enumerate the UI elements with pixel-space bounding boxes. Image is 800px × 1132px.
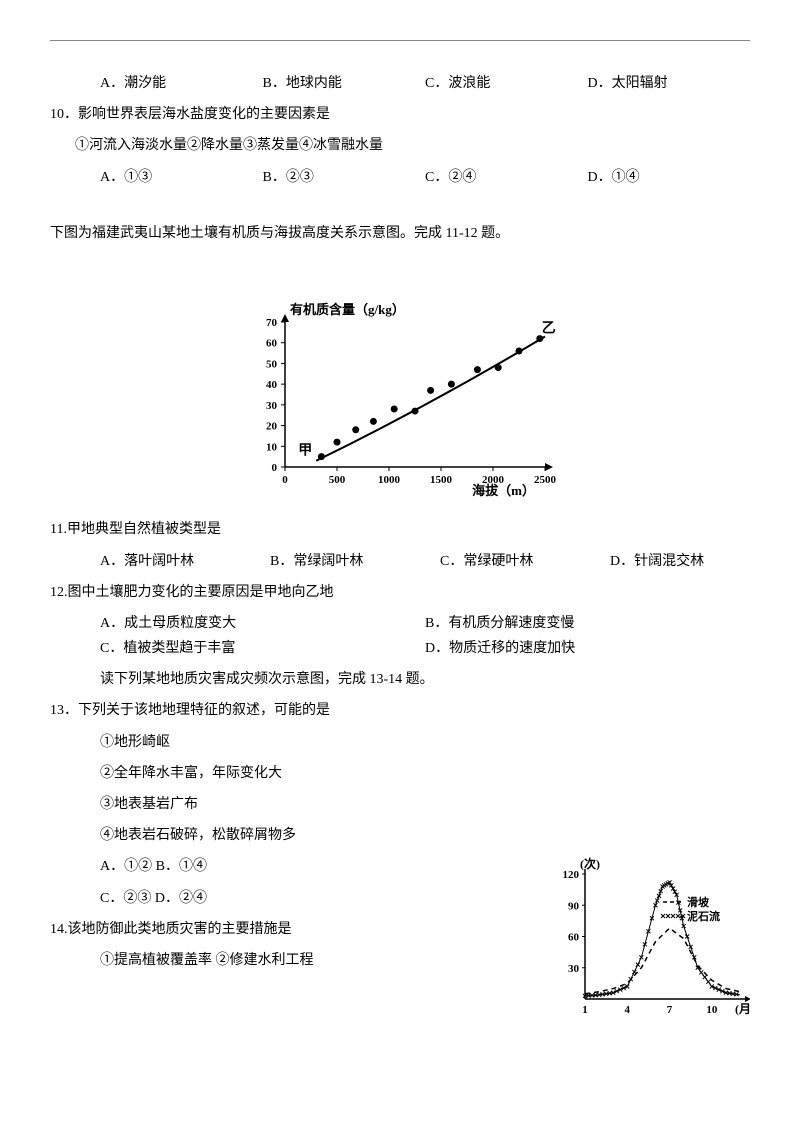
q11-opt-c: C．常绿硬叶林 xyxy=(440,549,580,574)
q10-options: A．①③ B．②③ C．②④ D．①④ xyxy=(100,165,750,190)
chart-organic-elevation: 05001000150020002500010203040506070有机质含量… xyxy=(50,297,750,497)
q9-opt-d: D．太阳辐射 xyxy=(588,71,751,96)
q12-row1: A．成土母质粒度变大 B．有机质分解速度变慢 xyxy=(100,611,750,636)
svg-text:泥石流: 泥石流 xyxy=(687,909,720,923)
passage-13-14: 读下列某地地质灾害成灾频次示意图，完成 13-14 题。 xyxy=(100,667,750,692)
q11-stem: 11.甲地典型自然植被类型是 xyxy=(50,517,750,542)
svg-text:有机质含量（g/kg）: 有机质含量（g/kg） xyxy=(290,302,405,317)
q13-item3: ③地表基岩广布 xyxy=(100,792,750,817)
svg-text:10: 10 xyxy=(706,1004,718,1016)
q12-stem: 12.图中土壤肥力变化的主要原因是甲地向乙地 xyxy=(50,580,750,605)
q9-opt-c: C．波浪能 xyxy=(425,71,588,96)
svg-text:乙: 乙 xyxy=(542,321,556,337)
q11-opt-b: B．常绿阔叶林 xyxy=(270,549,410,574)
svg-text:滑坡: 滑坡 xyxy=(687,895,710,909)
svg-text:30: 30 xyxy=(266,400,278,412)
svg-text:60: 60 xyxy=(568,932,580,944)
svg-text:甲: 甲 xyxy=(298,443,312,459)
chart1-svg: 05001000150020002500010203040506070有机质含量… xyxy=(240,297,560,497)
q13-stem: 13．下列关于该地地理特征的叙述，可能的是 xyxy=(50,698,750,723)
svg-text:20: 20 xyxy=(266,421,278,433)
svg-text:120: 120 xyxy=(563,869,580,881)
q13-item2: ②全年降水丰富，年际变化大 xyxy=(100,761,750,786)
svg-text:10: 10 xyxy=(266,442,278,454)
q11-options: A．落叶阔叶林 B．常绿阔叶林 C．常绿硬叶林 D．针阔混交林 xyxy=(100,549,750,574)
q10-opt-b: B．②③ xyxy=(263,165,426,190)
q9-opt-a: A．潮汐能 xyxy=(100,71,263,96)
svg-text:60: 60 xyxy=(266,338,278,350)
q10-sub: ①河流入海淡水量②降水量③蒸发量④冰雪融水量 xyxy=(75,133,750,158)
svg-text:(次): (次) xyxy=(580,856,600,871)
svg-text:1000: 1000 xyxy=(378,474,401,486)
svg-text:70: 70 xyxy=(266,317,278,329)
q10-opt-c: C．②④ xyxy=(425,165,588,190)
q9-opt-b: B．地球内能 xyxy=(263,71,426,96)
q12-row2: C．植被类型趋于丰富 D．物质迁移的速度加快 xyxy=(100,636,750,661)
svg-text:500: 500 xyxy=(329,474,346,486)
svg-text:1500: 1500 xyxy=(430,474,453,486)
q10-stem: 10．影响世界表层海水盐度变化的主要因素是 xyxy=(50,102,750,127)
q12-opt-a: A．成土母质粒度变大 xyxy=(100,611,425,636)
svg-text:0: 0 xyxy=(272,462,278,474)
q12-opt-d: D．物质迁移的速度加快 xyxy=(425,636,750,661)
svg-text:40: 40 xyxy=(266,379,278,391)
q13-item1: ①地形崎岖 xyxy=(100,730,750,755)
svg-text:90: 90 xyxy=(568,901,580,913)
svg-text:7: 7 xyxy=(667,1004,673,1016)
q13-item4: ④地表岩石破碎，松散碎屑物多 xyxy=(100,823,750,848)
q10-opt-a: A．①③ xyxy=(100,165,263,190)
svg-text:50: 50 xyxy=(266,359,278,371)
passage-11-12: 下图为福建武夷山某地土壤有机质与海拔高度关系示意图。完成 11-12 题。 xyxy=(50,221,750,246)
svg-text:1: 1 xyxy=(582,1004,588,1016)
svg-text:30: 30 xyxy=(568,963,580,975)
svg-text:(月): (月) xyxy=(735,1002,750,1016)
chart-hazard-frequency: 1 4 7 10 30 60 90 120(次) (月) 滑坡泥石流 xyxy=(550,854,750,1019)
chart2-svg: 1 4 7 10 30 60 90 120(次) (月) 滑坡泥石流 xyxy=(550,854,750,1019)
svg-text:0: 0 xyxy=(282,474,288,486)
svg-text:海拔（m）: 海拔（m） xyxy=(472,483,535,497)
q11-opt-a: A．落叶阔叶林 xyxy=(100,549,240,574)
svg-text:4: 4 xyxy=(625,1004,631,1016)
page-top-rule xyxy=(50,40,750,41)
q9-options: A．潮汐能 B．地球内能 C．波浪能 D．太阳辐射 xyxy=(100,71,750,96)
q12-opt-b: B．有机质分解速度变慢 xyxy=(425,611,750,636)
q11-opt-d: D．针阔混交林 xyxy=(610,549,750,574)
svg-text:2500: 2500 xyxy=(534,474,557,486)
q12-opt-c: C．植被类型趋于丰富 xyxy=(100,636,425,661)
q10-opt-d: D．①④ xyxy=(588,165,751,190)
